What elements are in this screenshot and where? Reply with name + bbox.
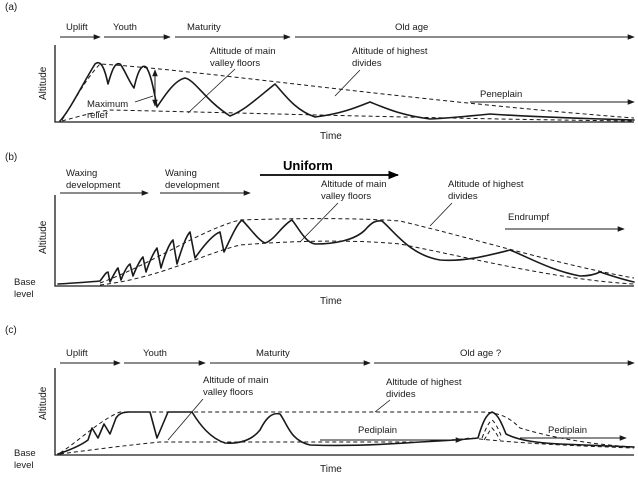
panel-c-x-axis-label: Time [320,464,342,475]
panel-a-y-axis-label: Altitude [38,66,49,100]
panel-b-base-level-2: level [14,289,34,300]
stage-uplift: Uplift [66,22,88,33]
max-relief-label-1: Maximum [87,99,128,110]
landscape-profile [59,61,635,122]
highest-divides-label-1: Altitude of highest [448,179,524,190]
stage-old-age: Old age [395,22,428,33]
main-valley-label-1: Altitude of main [210,46,275,57]
max-relief-label-2: relief [87,110,108,121]
landscape-profile [57,219,635,285]
panel-b-label: (b) [5,152,17,163]
stage-maturity: Maturity [256,348,290,359]
pediplain-mid-label: Pediplain [358,425,397,436]
panel-b-axes [54,195,634,287]
highest-divides-label-2: divides [352,58,382,69]
panel-a: (a) Uplift Youth Maturity Old age Altitu… [5,2,635,142]
main-valley-label-1: Altitude of main [321,179,386,190]
highest-divides-leader [429,202,453,227]
stage-youth: Youth [113,22,137,33]
highest-divides-label-1: Altitude of highest [386,377,462,388]
highest-divides-leader [374,399,391,413]
panel-b-y-axis-label: Altitude [38,220,49,254]
panel-c-axes [54,368,634,456]
landscape-profile [57,411,635,455]
panel-c-base-level-1: Base [14,448,36,459]
stage-waning-2: development [165,180,220,191]
panel-c: (c) Uplift Youth Maturity Old age ? Alti… [5,325,635,475]
panel-b-base-level-1: Base [14,277,36,288]
max-relief-leader [134,95,154,103]
panel-a-label: (a) [5,2,17,13]
main-valley-leader [167,398,204,441]
panel-c-y-axis-label: Altitude [38,386,49,420]
stage-youth: Youth [143,348,167,359]
main-valley-label-1: Altitude of main [203,375,268,386]
panel-c-base-level-2: level [14,460,34,471]
pediplain-end-label: Pediplain [548,425,587,436]
main-valley-label-2: valley floors [210,58,260,69]
valley-floor-line [99,240,635,286]
panel-c-label: (c) [5,325,17,336]
highest-divides-label-1: Altitude of highest [352,46,428,57]
panel-b-x-axis-label: Time [320,296,342,307]
highest-divides-label-2: divides [448,191,478,202]
endrumpf-label: Endrumpf [508,212,550,223]
stage-uplift: Uplift [66,348,88,359]
panel-a-x-axis-label: Time [320,131,342,142]
highest-divides-line [99,218,635,284]
highest-divides-line [61,63,635,121]
main-valley-label-2: valley floors [321,191,371,202]
panel-a-axes [54,45,634,123]
main-valley-leader [299,202,339,243]
inselberg-dashed-peak-1 [481,419,503,439]
stage-waxing-1: Waxing [66,168,97,179]
main-valley-leader [187,68,236,114]
stage-waning-1: Waning [165,168,197,179]
panel-b: (b) Waxing development Waning developmen… [5,152,635,307]
inselberg-dashed-peak-2 [483,427,501,441]
main-valley-label-2: valley floors [203,387,253,398]
valley-floor-line [61,109,635,122]
stage-waxing-2: development [66,180,121,191]
stage-old-age: Old age ? [460,348,501,359]
stage-maturity: Maturity [187,22,221,33]
highest-divides-leader [334,69,361,97]
stage-uniform: Uniform [283,158,333,173]
peneplain-label: Peneplain [480,89,522,100]
highest-divides-label-2: divides [386,389,416,400]
